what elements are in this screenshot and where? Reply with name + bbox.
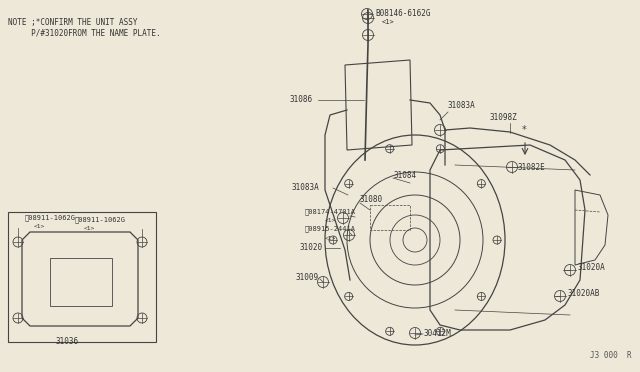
Text: 31020A: 31020A xyxy=(578,263,605,273)
Text: 31036: 31036 xyxy=(55,337,78,346)
Bar xyxy=(50,258,112,306)
Text: 31083A: 31083A xyxy=(292,183,320,192)
Text: 31084: 31084 xyxy=(393,170,416,180)
Text: 31080: 31080 xyxy=(360,196,383,205)
Text: P/#31020FROM THE NAME PLATE.: P/#31020FROM THE NAME PLATE. xyxy=(8,28,161,37)
Text: <1>: <1> xyxy=(34,224,45,228)
Text: <1>: <1> xyxy=(325,235,336,241)
Text: Ⓝ08915-2441A: Ⓝ08915-2441A xyxy=(305,226,356,232)
Text: NOTE ;*CONFIRM THE UNIT ASSY: NOTE ;*CONFIRM THE UNIT ASSY xyxy=(8,18,138,27)
Text: 31020: 31020 xyxy=(300,244,323,253)
Text: J3 000  R: J3 000 R xyxy=(590,351,632,360)
Text: Ⓝ08911-1062G: Ⓝ08911-1062G xyxy=(25,215,76,221)
Text: 31020AB: 31020AB xyxy=(568,289,600,298)
Text: B08146-6162G: B08146-6162G xyxy=(375,10,431,19)
Text: 31086: 31086 xyxy=(290,96,313,105)
Text: *: * xyxy=(522,125,527,135)
Bar xyxy=(8,212,156,342)
Text: 31083A: 31083A xyxy=(448,100,476,109)
Text: <1>: <1> xyxy=(382,19,395,25)
Text: Ⓝ08911-1062G: Ⓝ08911-1062G xyxy=(75,217,126,223)
Text: <1>: <1> xyxy=(325,218,336,224)
Text: 30412M: 30412M xyxy=(423,328,451,337)
Text: 31082E: 31082E xyxy=(518,163,546,171)
Text: <1>: <1> xyxy=(84,225,95,231)
Text: 31009: 31009 xyxy=(295,273,318,282)
Text: Ⓐ08174-4701A: Ⓐ08174-4701A xyxy=(305,209,356,215)
Text: 31098Z: 31098Z xyxy=(490,113,518,122)
